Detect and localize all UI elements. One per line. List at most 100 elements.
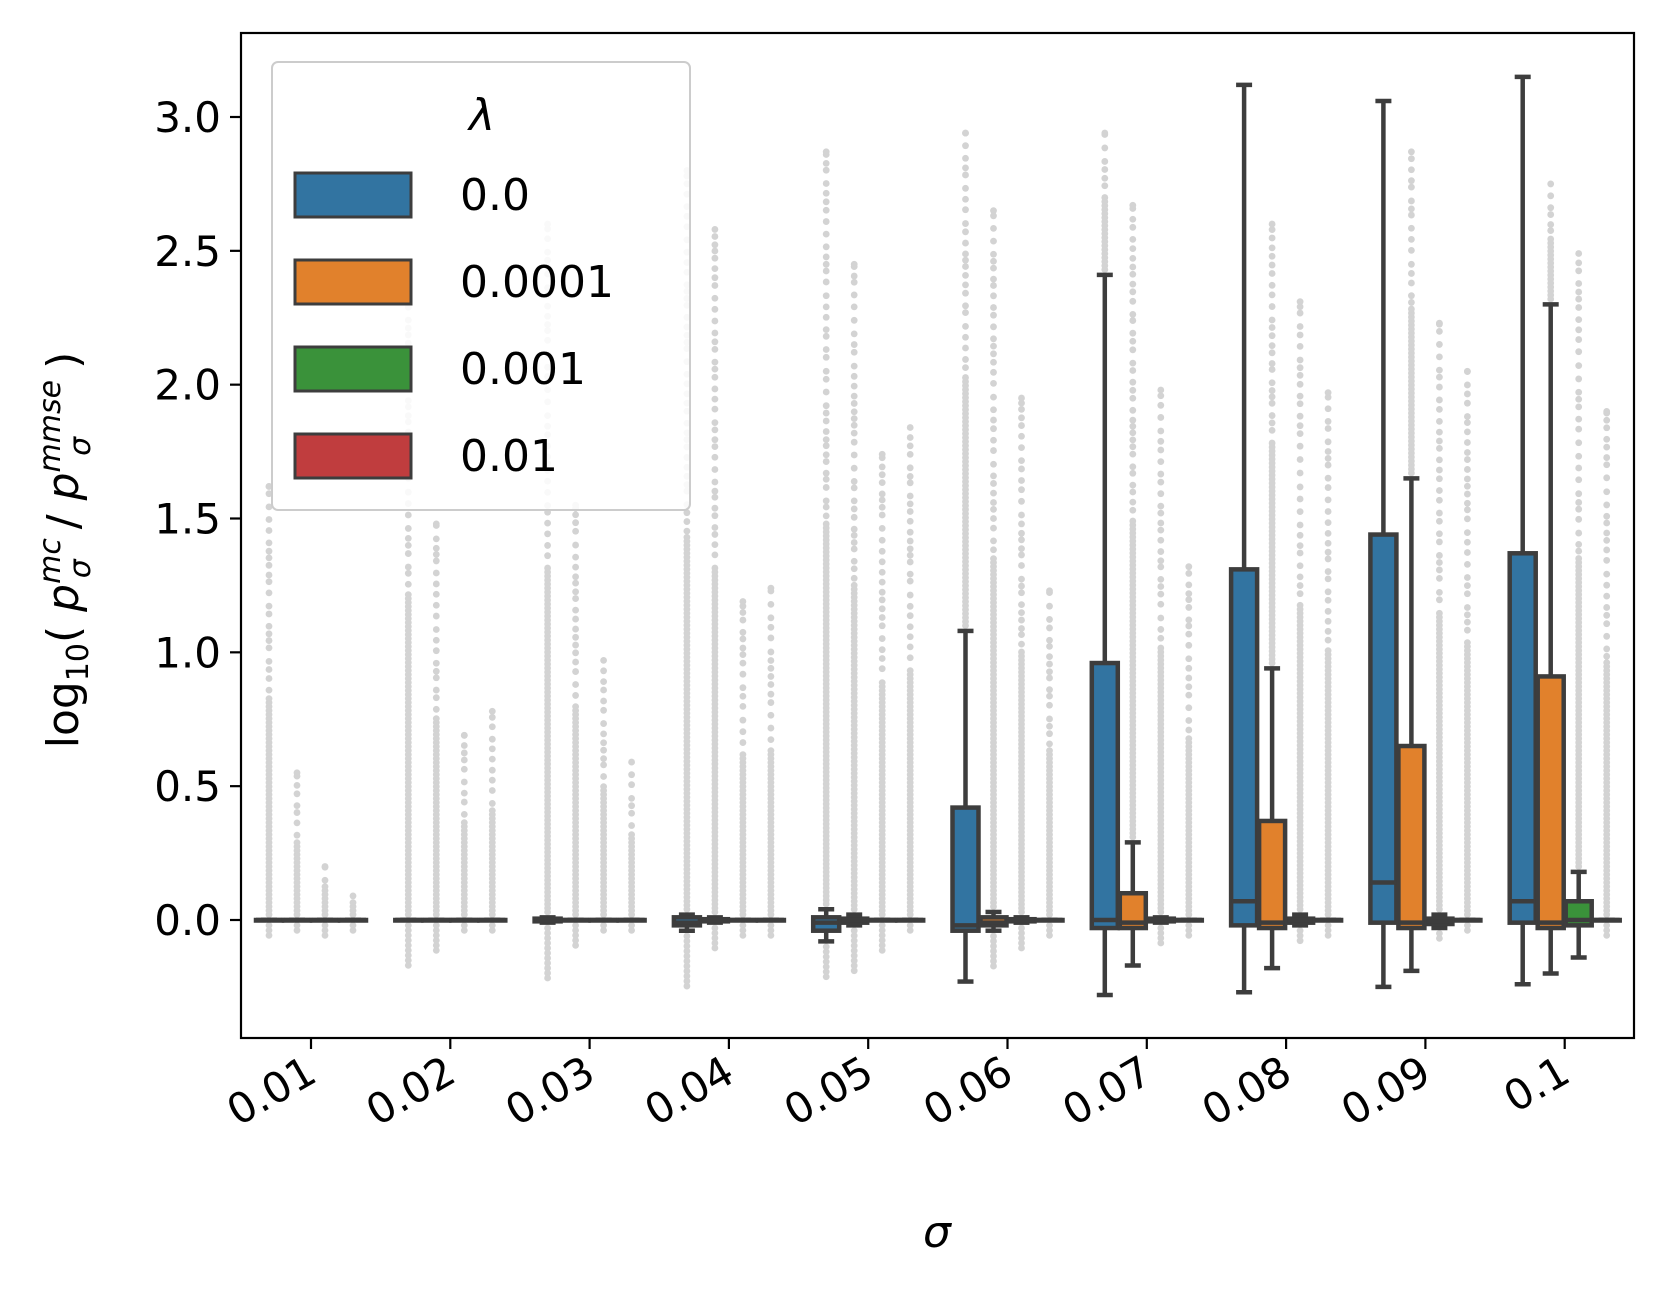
- outlier-point: [990, 942, 997, 950]
- outlier-point: [265, 622, 273, 630]
- outlier-point: [1129, 429, 1137, 437]
- outlier-point: [572, 692, 579, 699]
- outlier-point: [1603, 408, 1611, 415]
- outlier-point: [850, 525, 858, 533]
- outlier-point: [1018, 601, 1025, 609]
- outliers-layer: [265, 129, 1611, 990]
- outlier-point: [1157, 437, 1165, 445]
- outlier-point: [1046, 668, 1053, 676]
- outlier-point: [1324, 575, 1332, 583]
- outlier-point: [1129, 481, 1137, 489]
- y-label-p-mmse-sup: mmse: [33, 380, 68, 473]
- outlier-point: [1129, 506, 1137, 514]
- outlier-point: [1408, 292, 1415, 300]
- outlier-point: [1464, 399, 1471, 407]
- outlier-point: [850, 348, 858, 356]
- outlier-point: [432, 705, 440, 713]
- outlier-point: [1408, 166, 1415, 174]
- outlier-point: [1101, 129, 1109, 137]
- outlier-point: [1157, 470, 1165, 478]
- outlier-point: [1018, 405, 1025, 413]
- box-body: [1535, 674, 1566, 931]
- outlier-point: [711, 478, 719, 486]
- outlier-point: [906, 492, 914, 500]
- y-label-log-sub: 10: [61, 643, 96, 681]
- outlier-point: [1324, 448, 1332, 455]
- outlier-point: [1436, 373, 1443, 381]
- outlier-point: [822, 159, 830, 167]
- outlier-point: [739, 702, 747, 710]
- outlier-point: [1603, 604, 1611, 611]
- outlier-point: [1436, 487, 1443, 494]
- outlier-point: [1575, 464, 1583, 472]
- outlier-point: [850, 464, 858, 472]
- outlier-point: [962, 250, 969, 258]
- outlier-point: [600, 656, 607, 664]
- outlier-point: [1018, 394, 1025, 402]
- box-0.0001-0.05: [838, 912, 870, 928]
- outlier-point: [1324, 607, 1332, 615]
- outlier-point: [711, 294, 719, 302]
- outlier-point: [1324, 636, 1332, 644]
- outlier-point: [1436, 509, 1443, 517]
- outlier-point: [822, 218, 830, 225]
- outlier-point: [1129, 270, 1137, 278]
- outlier-point: [572, 527, 579, 535]
- outlier-point: [572, 681, 579, 688]
- outlier-point: [990, 472, 997, 480]
- outlier-point: [990, 379, 997, 387]
- outlier-point: [321, 876, 329, 884]
- box-0.01-0.02: [477, 917, 508, 923]
- outlier-point: [1575, 425, 1583, 433]
- outlier-point: [1129, 450, 1137, 458]
- outlier-point: [1575, 259, 1583, 267]
- outlier-point: [739, 635, 747, 643]
- outlier-point: [1575, 295, 1583, 303]
- outlier-point: [488, 723, 496, 731]
- outlier-point: [878, 503, 886, 511]
- outlier-point: [850, 581, 858, 589]
- outlier-point: [767, 724, 775, 732]
- outlier-point: [321, 863, 329, 870]
- legend-label: 0.01: [460, 431, 558, 482]
- outlier-point: [1268, 291, 1276, 299]
- outlier-point: [1436, 366, 1443, 374]
- outlier-point: [1464, 604, 1471, 611]
- outlier-point: [1464, 456, 1471, 463]
- outlier-point: [1268, 387, 1276, 394]
- outlier-point: [1575, 490, 1583, 498]
- outlier-point: [1157, 536, 1165, 544]
- outlier-point: [432, 612, 440, 620]
- outlier-point: [1324, 931, 1332, 939]
- outlier-point: [1575, 415, 1583, 423]
- outlier-point: [1464, 428, 1471, 436]
- outlier-point: [990, 323, 997, 331]
- outlier-point: [1018, 529, 1025, 537]
- outlier-point: [1185, 691, 1193, 699]
- outlier-point: [1268, 412, 1276, 419]
- outlier-point: [906, 434, 914, 441]
- outlier-point: [822, 303, 830, 311]
- outlier-point: [1464, 482, 1471, 490]
- outlier-point: [1603, 474, 1611, 482]
- outlier-point: [265, 589, 273, 597]
- outlier-point: [850, 932, 858, 940]
- outlier-point: [850, 574, 858, 582]
- outlier-point: [962, 184, 969, 192]
- box-0.0-0.01: [253, 917, 285, 923]
- outlier-point: [822, 409, 830, 417]
- y-tick-label: 1.5: [154, 495, 221, 544]
- box-0.0-0.08: [1228, 82, 1260, 995]
- outlier-point: [1296, 932, 1304, 940]
- outlier-point: [321, 926, 329, 934]
- outlier-point: [265, 686, 273, 694]
- outlier-point: [432, 715, 440, 723]
- outlier-point: [1408, 205, 1415, 213]
- outlier-point: [600, 739, 607, 747]
- outlier-point: [683, 518, 691, 525]
- outlier-point: [1324, 539, 1332, 547]
- outlier-point: [1129, 317, 1137, 324]
- legend-label: 0.0001: [460, 257, 614, 308]
- outlier-point: [1296, 371, 1304, 379]
- outlier-point: [1547, 204, 1555, 212]
